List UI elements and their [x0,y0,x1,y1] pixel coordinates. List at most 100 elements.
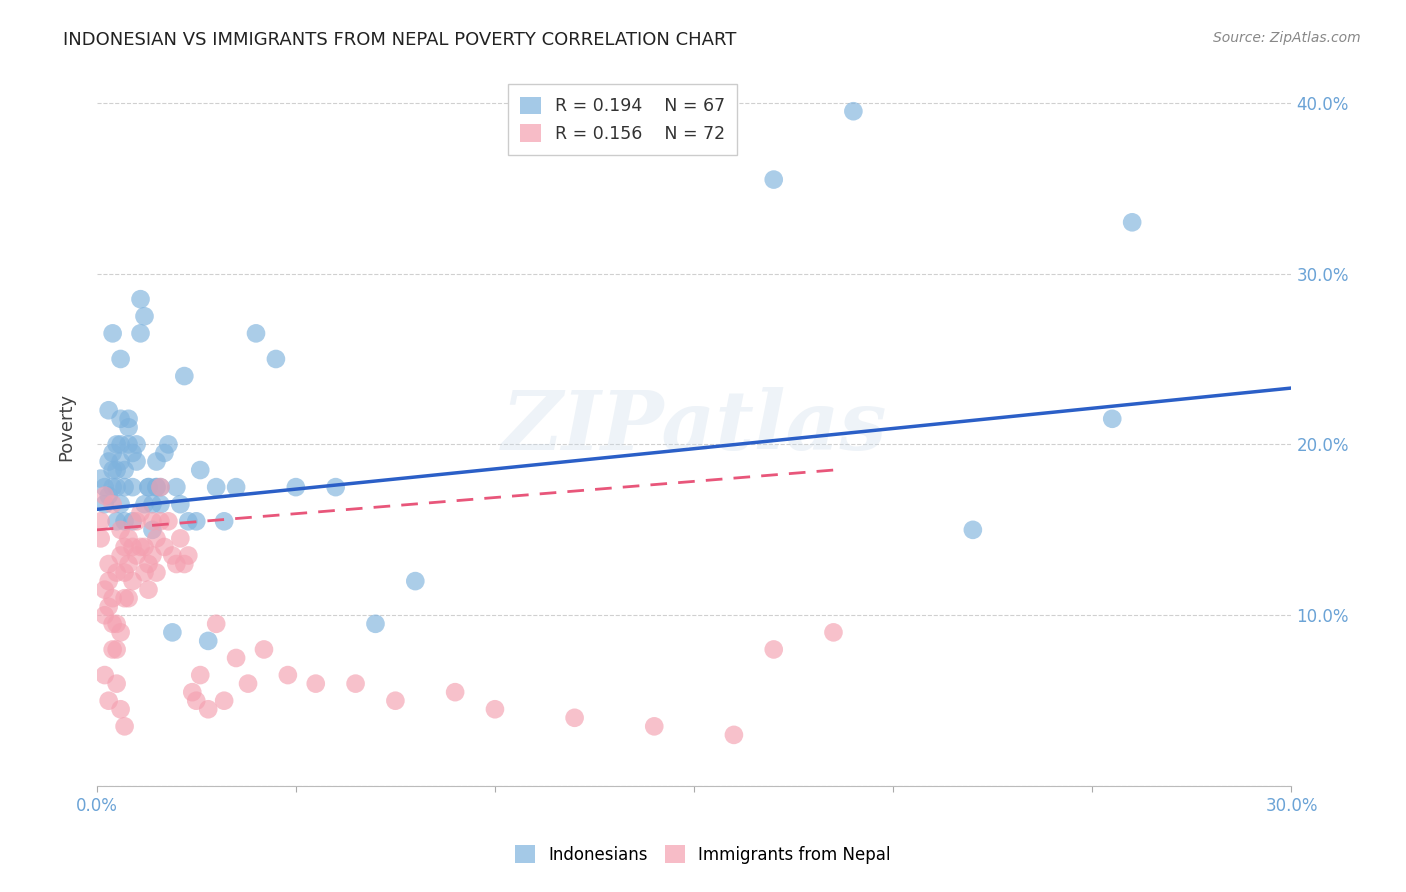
Point [93,480,115,494]
Y-axis label: Poverty: Poverty [58,393,75,461]
Point [90,472,112,486]
Point [110,702,132,716]
Point [101,497,124,511]
Point [149,514,172,528]
Point [125,454,148,468]
Point [141,549,163,563]
Point [97,403,120,417]
Point [114,463,136,477]
Point [145,454,167,468]
Point [93,497,115,511]
Point [245,326,267,341]
Point [138,480,160,494]
Point [97,557,120,571]
Point [110,497,132,511]
Point [305,676,328,690]
Point [1101,411,1123,425]
Point [141,523,163,537]
Point [404,574,426,588]
Point [114,719,136,733]
Point [93,608,115,623]
Point [101,591,124,606]
Point [97,489,120,503]
Point [101,642,124,657]
Point [121,514,143,528]
Point [110,454,132,468]
Point [117,411,139,425]
Point [149,497,172,511]
Point [129,326,152,341]
Point [114,591,136,606]
Point [90,532,112,546]
Point [484,702,506,716]
Point [93,582,115,597]
Point [97,454,120,468]
Point [157,437,180,451]
Point [129,506,152,520]
Point [129,540,152,554]
Point [169,497,191,511]
Point [114,480,136,494]
Point [117,437,139,451]
Point [117,532,139,546]
Point [105,514,128,528]
Point [962,523,984,537]
Point [110,437,132,451]
Point [125,514,148,528]
Point [105,463,128,477]
Point [141,514,163,528]
Point [145,480,167,494]
Point [105,642,128,657]
Point [117,591,139,606]
Point [121,540,143,554]
Point [149,480,172,494]
Point [564,711,586,725]
Point [173,557,195,571]
Point [169,532,191,546]
Point [105,437,128,451]
Point [186,694,208,708]
Point [444,685,467,699]
Point [149,480,172,494]
Point [138,557,160,571]
Point [114,566,136,580]
Point [236,676,259,690]
Point [165,557,187,571]
Point [101,480,124,494]
Point [181,685,204,699]
Point [643,719,665,733]
Point [101,463,124,477]
Point [105,566,128,580]
Point [101,326,124,341]
Point [117,557,139,571]
Point [225,480,247,494]
Point [97,694,120,708]
Point [125,437,148,451]
Text: ZIPatlas: ZIPatlas [502,387,887,467]
Point [165,480,187,494]
Point [384,694,406,708]
Point [212,694,235,708]
Point [105,676,128,690]
Point [153,540,176,554]
Point [212,514,235,528]
Point [723,728,745,742]
Point [284,480,307,494]
Point [762,172,785,186]
Point [145,566,167,580]
Legend: Indonesians, Immigrants from Nepal: Indonesians, Immigrants from Nepal [509,838,897,871]
Legend: R = 0.194    N = 67, R = 0.156    N = 72: R = 0.194 N = 67, R = 0.156 N = 72 [508,85,737,155]
Point [197,634,219,648]
Text: INDONESIAN VS IMMIGRANTS FROM NEPAL POVERTY CORRELATION CHART: INDONESIAN VS IMMIGRANTS FROM NEPAL POVE… [63,31,737,49]
Point [129,292,152,306]
Point [177,514,200,528]
Point [97,574,120,588]
Point [121,480,143,494]
Point [205,616,228,631]
Point [823,625,845,640]
Point [110,411,132,425]
Point [264,351,287,366]
Point [186,514,208,528]
Point [1121,215,1143,229]
Point [110,625,132,640]
